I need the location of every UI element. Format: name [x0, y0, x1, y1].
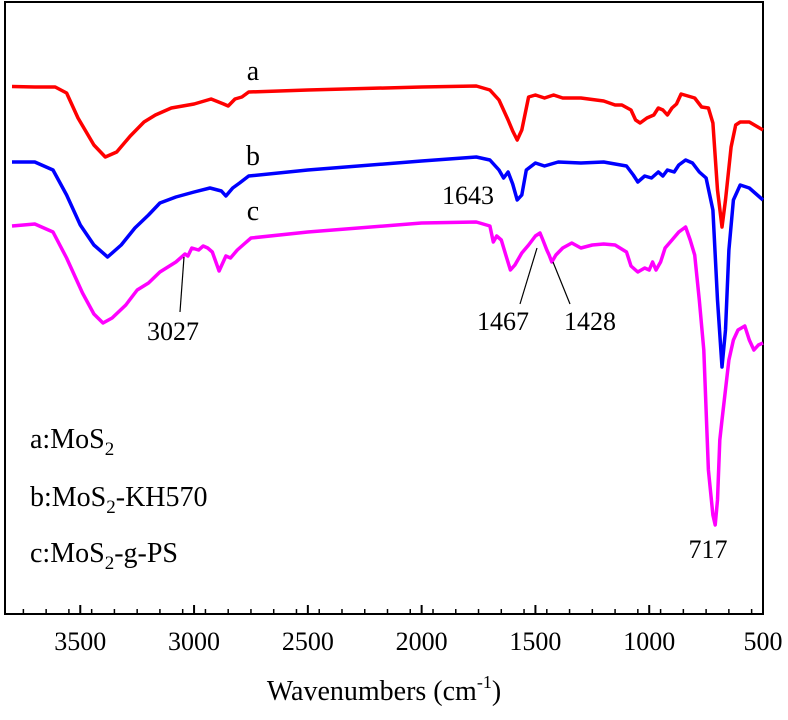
annotation-leader-3027 — [179, 256, 185, 313]
x-axis-ticks: 3500 3000 2500 2000 1500 1000 500 — [22, 605, 783, 656]
spectra-series — [11, 84, 765, 527]
annotation-717: 717 — [689, 535, 728, 564]
x-axis-title: Wavenumbers (cm-1) — [267, 672, 501, 707]
curve-letter-b: b — [246, 141, 260, 172]
curve-letter-a: a — [247, 56, 260, 87]
annotation-1643: 1643 — [442, 181, 494, 210]
annotation-1467: 1467 — [477, 307, 529, 336]
x-tick-label-500: 500 — [744, 627, 783, 656]
series-line-b — [12, 155, 765, 369]
legend-entry-3: c:MoS2-g-PS — [30, 538, 178, 574]
peak-annotations: 3027 1643 1467 1428 717 — [147, 181, 728, 564]
annotation-leader-1467 — [519, 247, 538, 305]
x-tick-label-1000: 1000 — [623, 627, 675, 656]
series-line-c — [11, 220, 764, 527]
legend: a:MoS2 b:MoS2-KH570 c:MoS2-g-PS — [30, 424, 208, 574]
x-tick-label-3500: 3500 — [54, 627, 106, 656]
legend-entry-2: b:MoS2-KH570 — [30, 482, 208, 518]
annotation-3027: 3027 — [147, 317, 199, 346]
curve-letters: a bc — [246, 56, 260, 227]
x-tick-label-3000: 3000 — [168, 627, 220, 656]
curve-letter-c: c — [247, 196, 259, 227]
plot-frame — [4, 1, 764, 615]
x-tick-label-2000: 2000 — [396, 627, 448, 656]
annotation-leader-1428 — [552, 261, 571, 305]
legend-entry-1: a:MoS2 — [30, 424, 114, 460]
x-tick-label-2500: 2500 — [282, 627, 334, 656]
series-line-a — [11, 84, 764, 229]
x-tick-label-1500: 1500 — [509, 627, 561, 656]
annotation-1428: 1428 — [564, 307, 616, 336]
